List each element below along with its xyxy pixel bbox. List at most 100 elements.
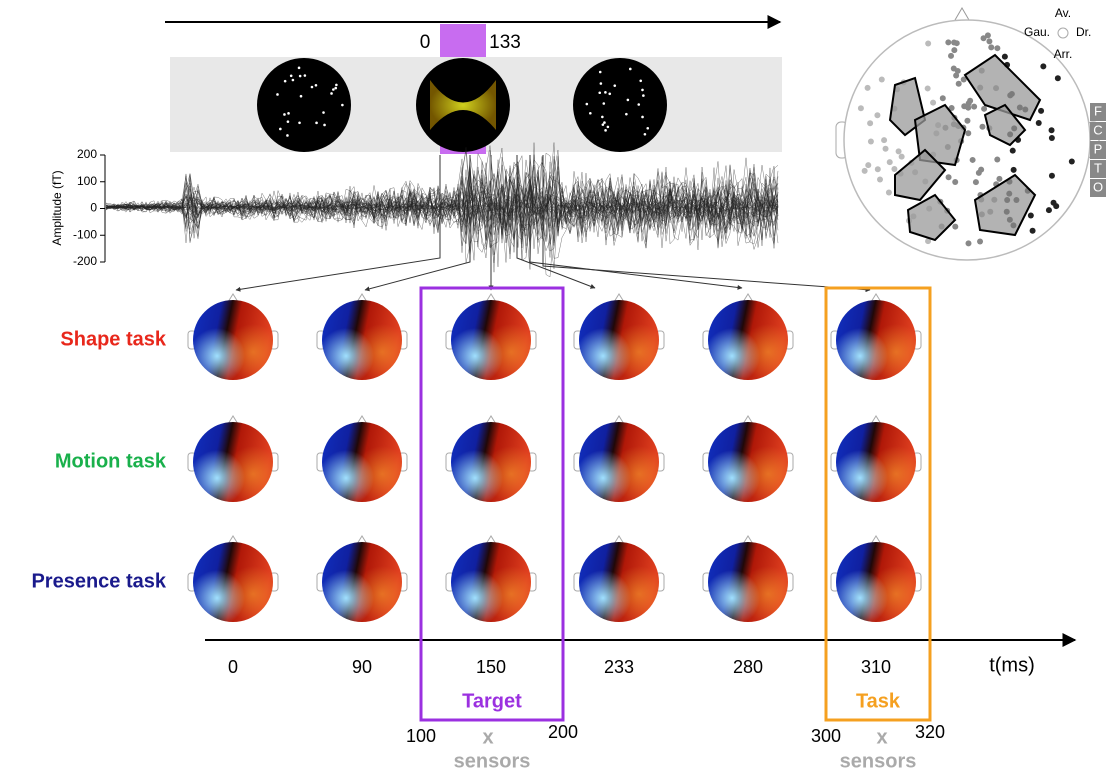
sensor [882, 145, 889, 152]
sensor [874, 166, 881, 173]
nose [742, 415, 754, 425]
dot [602, 102, 606, 105]
region-box [1090, 122, 1106, 140]
dot [303, 74, 307, 77]
nose [613, 415, 625, 425]
direction-label: Dr. [1076, 25, 1091, 39]
sensor [952, 179, 959, 186]
topomap-highlight [708, 542, 788, 622]
sensor [994, 156, 1001, 163]
sensor [1001, 53, 1008, 60]
sensor [878, 76, 885, 83]
nose [227, 415, 239, 425]
region-label: P [1094, 141, 1103, 156]
region-label: F [1094, 103, 1102, 118]
window-times: x [482, 726, 493, 748]
dot [310, 85, 314, 89]
topomap-highlight [193, 422, 273, 502]
sensor [891, 165, 898, 172]
time-label: 150 [476, 657, 506, 677]
topomap-highlight [451, 542, 531, 622]
nose [356, 293, 368, 303]
dot [646, 126, 650, 130]
time-axis-label: t(ms) [989, 654, 1035, 676]
dot [608, 92, 612, 96]
sensor [986, 38, 993, 45]
sensor [861, 167, 868, 174]
row-label: Motion task [55, 450, 167, 472]
sensor [960, 76, 967, 83]
dot [589, 111, 592, 115]
sensor-map [835, 7, 1100, 261]
nose [356, 535, 368, 545]
time-label: 233 [604, 657, 634, 677]
sensor [1009, 147, 1016, 154]
sensor [965, 130, 972, 137]
sensor [925, 40, 932, 47]
nose [742, 293, 754, 303]
time-label: 310 [861, 657, 891, 677]
dot [604, 129, 607, 132]
topomap-highlight [322, 542, 402, 622]
nose [870, 535, 882, 545]
y-tick-label: 100 [77, 174, 97, 188]
window-unit: sensors [840, 750, 917, 772]
sensor [972, 179, 979, 186]
dot [585, 102, 589, 106]
topomap-highlight [193, 542, 273, 622]
sensor [965, 240, 972, 247]
dot [626, 98, 630, 102]
dot [642, 94, 645, 97]
sensor [1029, 227, 1036, 234]
sensor [945, 39, 952, 46]
sensor [950, 65, 957, 72]
time-label: 90 [352, 657, 372, 677]
meg-trace [105, 156, 779, 246]
window-box [419, 286, 565, 722]
sensor [1048, 135, 1055, 142]
dot [332, 88, 335, 91]
sensor [939, 95, 946, 102]
dot [341, 103, 344, 107]
sensor [867, 120, 874, 127]
nose [485, 293, 497, 303]
nose [870, 415, 882, 425]
dot [601, 115, 604, 119]
window-end: 200 [548, 722, 578, 742]
dot [276, 93, 279, 96]
dot [628, 67, 632, 71]
dot [297, 66, 301, 70]
window-label: Target [462, 690, 522, 712]
sensor [864, 84, 871, 91]
window-end: 320 [915, 722, 945, 742]
topomap-highlight [451, 422, 531, 502]
dot [283, 113, 286, 116]
sensor [857, 105, 864, 112]
dot [283, 79, 287, 83]
sensor [895, 148, 902, 155]
sensor [876, 176, 883, 183]
sensor [1038, 107, 1045, 114]
sensor [952, 223, 959, 230]
nose [227, 293, 239, 303]
time-label: 280 [733, 657, 763, 677]
time-label: 0 [228, 657, 238, 677]
dot [335, 83, 338, 87]
dot [606, 125, 610, 129]
dot [286, 120, 290, 123]
sensor [1027, 212, 1034, 219]
sensor [979, 123, 986, 130]
sensor [948, 52, 955, 59]
sensor [955, 80, 962, 87]
sensor [969, 156, 976, 163]
dot [291, 78, 295, 82]
sensor [967, 97, 974, 104]
dot [299, 94, 303, 98]
topomap-highlight [322, 300, 402, 380]
sensor [1050, 199, 1057, 206]
row-label: Presence task [31, 570, 166, 592]
sensor [930, 99, 937, 106]
sensor [953, 72, 960, 79]
topomap-highlight [836, 422, 916, 502]
